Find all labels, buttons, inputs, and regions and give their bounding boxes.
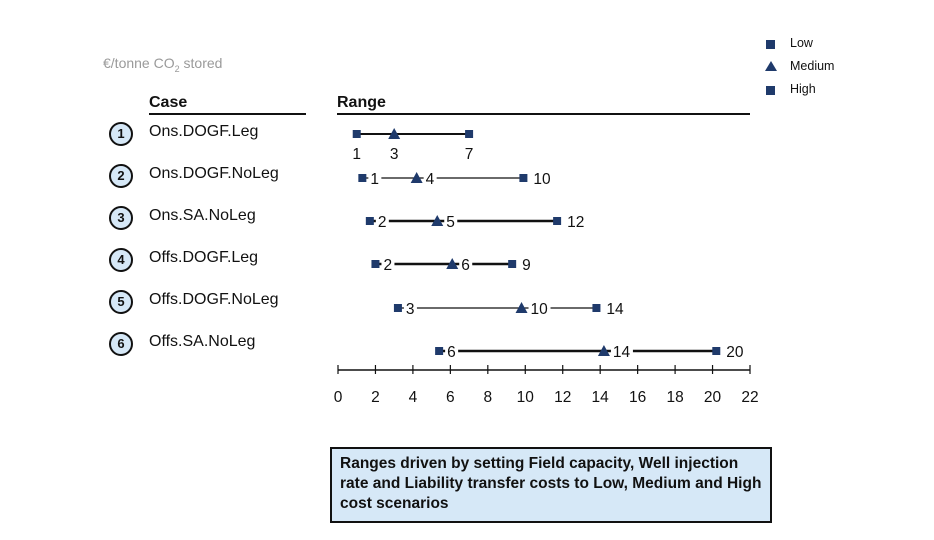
medium-value-label-bg (459, 257, 473, 274)
low-value-label: 1 (370, 171, 379, 188)
low-value-label: 2 (383, 257, 392, 274)
medium-value-label: 14 (613, 344, 631, 361)
case-number-badge: 5 (109, 290, 133, 314)
x-tick-label: 16 (629, 389, 646, 406)
case-name: Offs.SA.NoLeg (149, 333, 256, 350)
low-value-label-bg (381, 257, 395, 274)
case-name: Offs.DOGF.NoLeg (149, 291, 279, 308)
x-tick-label: 22 (741, 389, 758, 406)
high-marker (712, 347, 721, 355)
high-marker (465, 130, 474, 138)
high-value-label: 10 (533, 171, 551, 188)
x-tick-label: 12 (554, 389, 571, 406)
low-marker (365, 217, 374, 225)
legend-label: High (790, 82, 816, 96)
low-value-label-bg (368, 171, 382, 188)
medium-marker (446, 258, 459, 269)
square-marker-icon (766, 40, 775, 49)
legend-label: Low (790, 36, 813, 50)
medium-marker (388, 128, 401, 139)
medium-value-label-bg (610, 344, 633, 361)
case-number-badge: 2 (109, 164, 133, 188)
case-number-badge: 1 (109, 122, 133, 146)
high-value-label: 20 (726, 344, 744, 361)
legend-label: Medium (790, 59, 835, 73)
medium-marker (431, 215, 444, 226)
x-tick-label: 14 (592, 389, 610, 406)
medium-value-label: 5 (446, 214, 455, 231)
high-marker (553, 217, 562, 225)
medium-value-label-bg (444, 214, 458, 231)
medium-value-label: 4 (426, 171, 435, 188)
case-number-badge: 6 (109, 332, 133, 356)
case-name: Ons.DOGF.Leg (149, 123, 259, 140)
low-value-label: 3 (406, 301, 415, 318)
high-value-label: 14 (606, 301, 624, 318)
medium-marker (597, 345, 610, 356)
low-marker (371, 260, 380, 268)
case-column-header: Case (149, 94, 306, 115)
case-number-badge: 4 (109, 248, 133, 272)
x-tick-label: 0 (334, 389, 343, 406)
low-value-label: 6 (447, 344, 456, 361)
case-name: Ons.DOGF.NoLeg (149, 165, 279, 182)
range-column-header: Range (337, 94, 750, 115)
medium-marker (410, 172, 423, 183)
x-tick-label: 2 (371, 389, 380, 406)
note-box: Ranges driven by setting Field capacity,… (330, 447, 772, 523)
x-tick-label: 18 (666, 389, 683, 406)
x-tick-label: 4 (409, 389, 418, 406)
low-marker (358, 174, 367, 182)
medium-value-label: 3 (390, 146, 399, 163)
medium-value-label: 10 (531, 301, 549, 318)
case-name: Ons.SA.NoLeg (149, 207, 256, 224)
low-marker (393, 304, 402, 312)
high-marker (519, 174, 528, 182)
high-value-label: 12 (567, 214, 584, 231)
unit-label: €/tonne CO2 stored (103, 55, 223, 74)
low-value-label: 2 (378, 214, 387, 231)
x-tick-label: 8 (484, 389, 493, 406)
low-value-label-bg (403, 301, 417, 318)
low-value-label-bg (445, 344, 459, 361)
triangle-marker-icon (765, 61, 777, 71)
medium-value-label: 6 (461, 257, 470, 274)
low-marker (352, 130, 361, 138)
low-value-label: 1 (352, 146, 361, 163)
x-tick-label: 10 (517, 389, 535, 406)
high-value-label: 7 (465, 146, 474, 163)
x-tick-label: 20 (704, 389, 722, 406)
high-marker (592, 304, 601, 312)
case-number-badge: 3 (109, 206, 133, 230)
high-marker (508, 260, 517, 268)
case-name: Offs.DOGF.Leg (149, 249, 259, 266)
x-tick-label: 6 (446, 389, 455, 406)
medium-value-label-bg (528, 301, 551, 318)
square-marker-icon (766, 86, 775, 95)
low-value-label-bg (375, 214, 389, 231)
medium-marker (515, 302, 528, 313)
medium-value-label-bg (423, 171, 437, 188)
high-value-label: 9 (522, 257, 531, 274)
low-marker (435, 347, 444, 355)
